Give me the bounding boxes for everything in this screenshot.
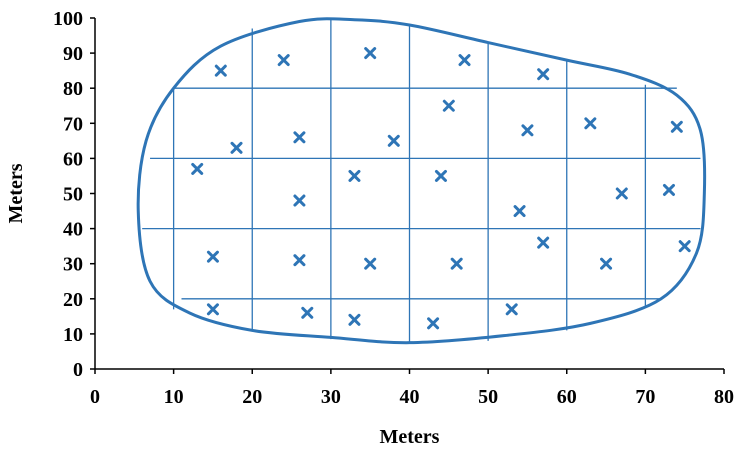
data-point [230,141,243,154]
data-point [450,257,463,270]
data-point [513,205,526,218]
data-point [277,54,290,67]
y-tick-label: 20 [63,289,83,311]
x-tick-label: 60 [557,386,577,408]
y-tick-label: 90 [63,43,83,65]
data-point [442,99,455,112]
y-tick-label: 40 [63,219,83,241]
data-point [458,54,471,67]
data-point [191,162,204,175]
field-boundary [136,17,707,345]
data-point [364,257,377,270]
y-tick-label: 30 [63,254,83,276]
data-point [662,183,675,196]
data-point [615,187,628,200]
data-point [434,169,447,182]
data-point [293,194,306,207]
x-tick-label: 10 [164,386,184,408]
y-tick-label: 50 [63,184,83,206]
x-tick-label: 20 [242,386,262,408]
x-tick-label: 0 [90,386,100,408]
y-tick-label: 10 [63,324,83,346]
y-axis-ticks: 0 10 20 30 40 50 60 70 80 90 100 [53,8,95,381]
data-point [427,317,440,330]
x-tick-label: 70 [635,386,655,408]
y-axis-label: Meters [5,163,27,223]
y-tick-label: 100 [53,8,83,30]
y-tick-label: 70 [63,113,83,135]
y-tick-label: 0 [73,359,83,381]
axes: 0 10 20 30 40 50 60 70 80 0 10 20 30 40 50 60 70 80 90 100 [53,8,734,408]
data-point [678,240,691,253]
data-point [293,131,306,144]
x-tick-label: 80 [714,386,734,408]
data-point [537,236,550,249]
plot-grid [142,19,701,343]
x-tick-label: 30 [321,386,341,408]
data-point [584,117,597,130]
data-point [521,124,534,137]
y-tick-label: 80 [63,78,83,100]
x-axis-ticks: 0 10 20 30 40 50 60 70 80 [90,369,734,408]
data-point [301,306,314,319]
data-point [348,169,361,182]
x-axis-label: Meters [380,426,440,448]
data-point [670,120,683,133]
data-point [293,254,306,267]
data-point [364,47,377,60]
data-point [537,68,550,81]
data-point [387,134,400,147]
x-tick-label: 40 [400,386,420,408]
data-point [206,250,219,263]
data-points [191,47,691,330]
data-point [206,303,219,316]
data-point [600,257,613,270]
x-tick-label: 50 [478,386,498,408]
data-point [348,313,361,326]
y-tick-label: 60 [63,148,83,170]
data-point [505,303,518,316]
data-point [214,64,227,77]
